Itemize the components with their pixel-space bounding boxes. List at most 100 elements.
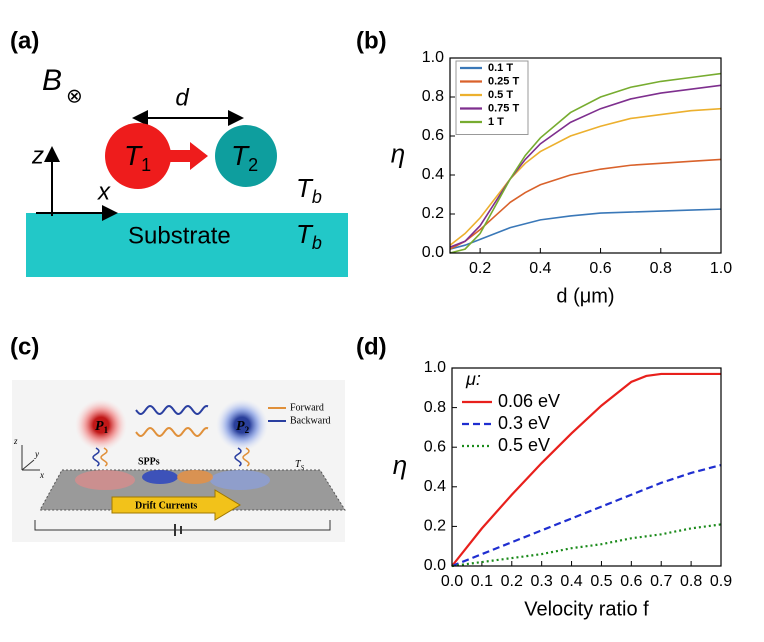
emission-wave — [100, 447, 108, 467]
axis-label: x — [39, 470, 44, 480]
y-tick-label: 0.4 — [422, 166, 444, 183]
y-axis-label: η — [391, 138, 405, 168]
x-tick-label: 0.9 — [710, 573, 732, 590]
series-line — [449, 84, 722, 248]
plot-frame — [451, 367, 722, 567]
x-tick-label: 0.4 — [560, 573, 582, 590]
p-symbol: P — [236, 419, 245, 434]
x-tick-label: 0.8 — [680, 573, 702, 590]
emission-wave — [234, 447, 242, 467]
bath-temperature: Tb — [296, 173, 322, 207]
t-sub: 2 — [248, 155, 258, 175]
axis-label: z — [31, 142, 44, 169]
axis-y — [21, 459, 35, 471]
t-sub: S — [301, 464, 305, 472]
x-tick-label: 0.1 — [471, 573, 493, 590]
legend-label: 0.3 eV — [498, 413, 550, 433]
field-label: B — [42, 64, 62, 97]
legend-label: 0.1 T — [488, 62, 513, 74]
particle-1-label: P1 — [95, 419, 109, 435]
plot-frame — [449, 57, 722, 254]
spp-packet — [142, 470, 178, 484]
heat-arrow — [167, 142, 208, 170]
x-tick-label: 1.0 — [710, 260, 732, 277]
particle-2 — [215, 125, 277, 187]
y-tick-label: 1.0 — [424, 359, 446, 376]
x-tick-label: 0.0 — [441, 573, 463, 590]
sheet-temperature: TS — [295, 459, 305, 471]
temperature-1: T1 — [124, 140, 151, 174]
spp-label: SPPs — [138, 456, 160, 467]
backward-wave — [135, 404, 209, 416]
t-symbol: T — [231, 140, 250, 171]
schematic-background — [12, 380, 345, 542]
x-axis-label: Velocity ratio f — [524, 598, 649, 620]
t-symbol: T — [296, 219, 314, 249]
y-axis-label: η — [393, 450, 407, 480]
legend-label: 1 T — [488, 116, 504, 128]
axis-label: z — [13, 436, 18, 446]
panel-label: (d) — [356, 333, 387, 360]
x-tick-label: 0.6 — [620, 573, 642, 590]
panel-label: (c) — [10, 333, 39, 360]
p-symbol: P — [95, 419, 104, 434]
y-tick-label: 0.8 — [424, 399, 446, 416]
t-symbol: T — [124, 140, 143, 171]
substrate-label: Substrate — [128, 222, 231, 249]
y-tick-label: 0.6 — [424, 438, 446, 455]
circuit — [34, 520, 331, 531]
t-sub: 1 — [141, 155, 151, 175]
panel-label: (b) — [356, 27, 387, 54]
y-tick-label: 1.0 — [422, 49, 444, 66]
particle-1 — [105, 123, 171, 189]
legend-title: μ: — [465, 369, 481, 389]
spp-packet — [177, 470, 213, 484]
legend-label: Backward — [290, 415, 331, 426]
x-tick-label: 0.3 — [531, 573, 553, 590]
legend-label: 0.25 T — [488, 75, 519, 87]
legend-label: 0.5 eV — [498, 435, 550, 455]
y-tick-label: 0.0 — [422, 244, 444, 261]
series-line — [451, 463, 722, 568]
x-axis-label: d (μm) — [556, 285, 614, 307]
drift-arrow — [111, 489, 241, 521]
legend-label: 0.5 T — [488, 89, 513, 101]
legend-label: 0.06 eV — [498, 391, 560, 411]
schematic — [12, 380, 346, 542]
x-tick-label: 0.2 — [469, 260, 491, 277]
particle-2-label: P2 — [236, 419, 250, 435]
t-sub: b — [312, 187, 322, 207]
y-tick-label: 0.2 — [424, 518, 446, 535]
y-tick-label: 0.2 — [422, 205, 444, 222]
x-tick-label: 0.8 — [650, 260, 672, 277]
legend-label: 0.75 T — [488, 102, 519, 114]
x-tick-label: 0.6 — [589, 260, 611, 277]
series-line — [449, 72, 722, 254]
legend-label: Forward — [290, 402, 324, 413]
y-tick-label: 0.0 — [424, 557, 446, 574]
hot-spot — [75, 470, 135, 490]
y-tick-label: 0.6 — [422, 127, 444, 144]
y-tick-label: 0.8 — [422, 88, 444, 105]
x-tick-label: 0.7 — [650, 573, 672, 590]
t-symbol: T — [295, 459, 302, 470]
cold-spot — [210, 470, 270, 490]
substrate-temperature: Tb — [296, 219, 322, 253]
p-sub: 1 — [104, 425, 109, 435]
distance-label: d — [175, 84, 189, 111]
x-tick-label: 0.2 — [501, 573, 523, 590]
particle-1 — [75, 399, 127, 451]
t-symbol: T — [296, 173, 314, 203]
x-tick-label: 0.4 — [529, 260, 551, 277]
y-tick-label: 0.4 — [424, 478, 446, 495]
graphene-lattice — [39, 469, 346, 511]
series-line — [449, 107, 722, 246]
series-line — [449, 158, 722, 250]
emission-wave — [242, 447, 250, 467]
axis-label: y — [34, 449, 39, 459]
particle-2 — [216, 399, 268, 451]
field-direction: ⊗ — [66, 85, 83, 107]
temperature-2: T2 — [231, 140, 258, 174]
